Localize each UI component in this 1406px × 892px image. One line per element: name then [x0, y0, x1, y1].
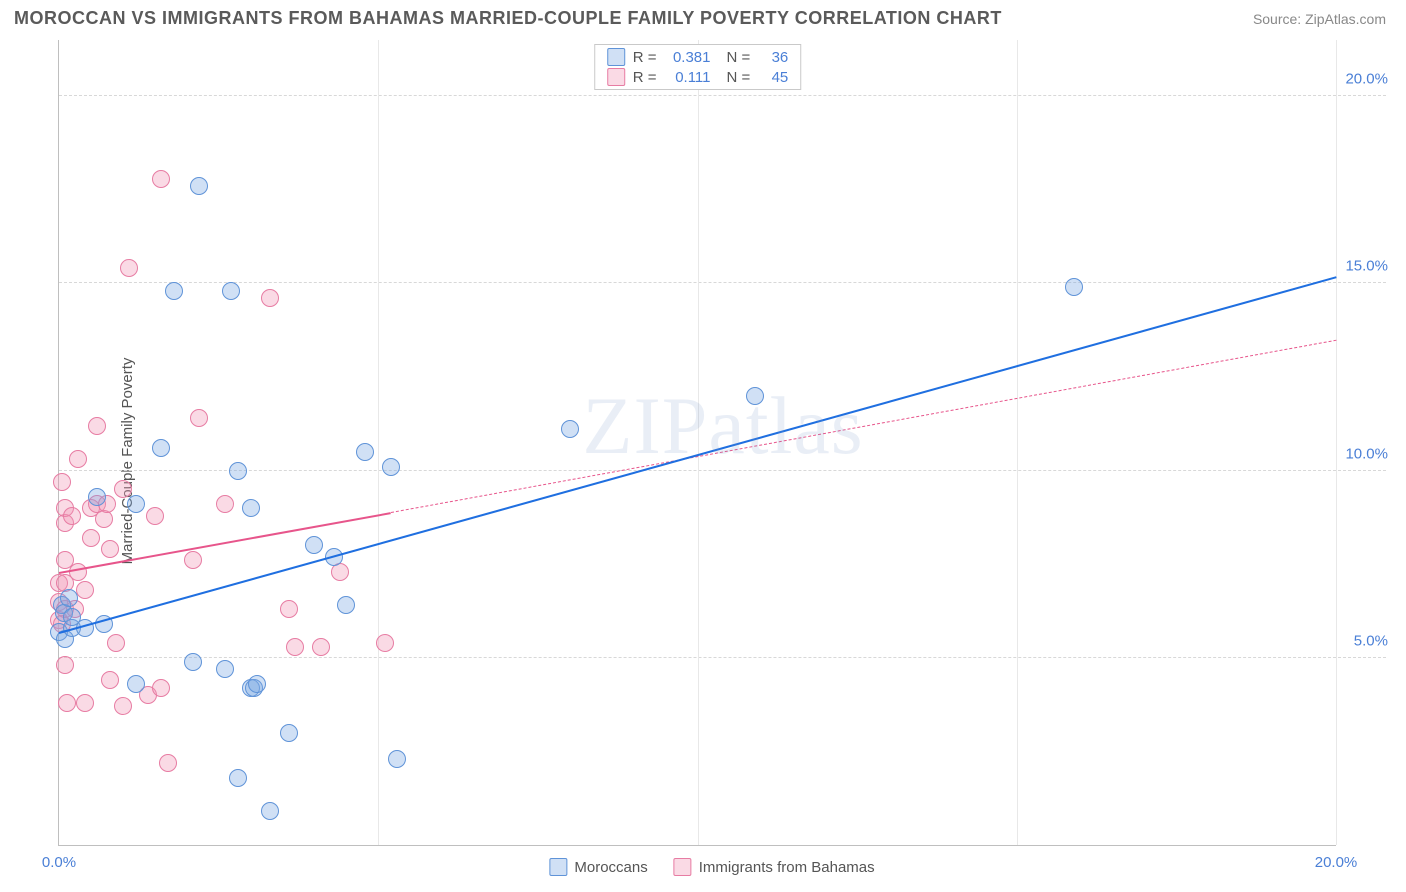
scatter-point-blue [561, 420, 579, 438]
scatter-point-blue [190, 177, 208, 195]
plot-area: ZIPatlas R = 0.381 N = 36 R = 0.111 N = … [58, 40, 1336, 846]
scatter-point-blue [229, 462, 247, 480]
legend-r-value-pink: 0.111 [665, 69, 711, 86]
legend-swatch-pink [607, 68, 625, 86]
scatter-point-blue [216, 660, 234, 678]
scatter-point-blue [127, 495, 145, 513]
legend-swatch-blue [549, 858, 567, 876]
scatter-point-pink [101, 540, 119, 558]
gridline-horizontal [59, 95, 1386, 96]
gridline-horizontal [59, 470, 1386, 471]
scatter-point-blue [746, 387, 764, 405]
scatter-point-pink [76, 581, 94, 599]
x-tick-label: 20.0% [1315, 854, 1358, 871]
scatter-point-pink [82, 529, 100, 547]
scatter-point-pink [152, 679, 170, 697]
legend-swatch-blue [607, 48, 625, 66]
scatter-point-blue [60, 589, 78, 607]
watermark: ZIPatlas [582, 379, 863, 473]
legend-n-value-blue: 36 [758, 49, 788, 66]
scatter-point-pink [76, 694, 94, 712]
scatter-point-blue [229, 769, 247, 787]
scatter-point-pink [101, 671, 119, 689]
legend-label-blue: Moroccans [574, 859, 647, 876]
x-tick-label: 0.0% [42, 854, 76, 871]
scatter-point-blue [127, 675, 145, 693]
scatter-point-pink [88, 417, 106, 435]
scatter-point-pink [114, 697, 132, 715]
watermark-thin: atlas [708, 380, 863, 471]
scatter-point-pink [280, 600, 298, 618]
legend-label-pink: Immigrants from Bahamas [699, 859, 875, 876]
trend-line [391, 340, 1336, 513]
gridline-horizontal [59, 657, 1386, 658]
legend-n-label: N = [727, 49, 751, 66]
scatter-point-pink [53, 473, 71, 491]
scatter-point-pink [261, 289, 279, 307]
series-legend: Moroccans Immigrants from Bahamas [549, 858, 874, 876]
scatter-point-pink [69, 450, 87, 468]
legend-row-blue: R = 0.381 N = 36 [595, 47, 801, 67]
scatter-point-blue [1065, 278, 1083, 296]
gridline-vertical [1017, 40, 1018, 845]
legend-r-label: R = [633, 69, 657, 86]
chart-source: Source: ZipAtlas.com [1253, 11, 1386, 27]
scatter-point-blue [356, 443, 374, 461]
scatter-point-pink [146, 507, 164, 525]
scatter-point-blue [165, 282, 183, 300]
scatter-point-blue [280, 724, 298, 742]
scatter-point-blue [248, 675, 266, 693]
scatter-point-pink [184, 551, 202, 569]
y-tick-label: 15.0% [1345, 258, 1388, 275]
gridline-vertical [378, 40, 379, 845]
legend-swatch-pink [674, 858, 692, 876]
scatter-point-blue [337, 596, 355, 614]
y-tick-label: 5.0% [1354, 632, 1388, 649]
legend-n-value-pink: 45 [758, 69, 788, 86]
legend-item-pink: Immigrants from Bahamas [674, 858, 875, 876]
scatter-point-pink [286, 638, 304, 656]
gridline-vertical [1336, 40, 1337, 845]
scatter-point-blue [388, 750, 406, 768]
scatter-point-pink [63, 507, 81, 525]
scatter-point-pink [120, 259, 138, 277]
legend-row-pink: R = 0.111 N = 45 [595, 67, 801, 87]
chart-header: MOROCCAN VS IMMIGRANTS FROM BAHAMAS MARR… [0, 0, 1406, 33]
gridline-horizontal [59, 282, 1386, 283]
scatter-point-blue [382, 458, 400, 476]
scatter-point-blue [305, 536, 323, 554]
scatter-point-blue [184, 653, 202, 671]
legend-r-label: R = [633, 49, 657, 66]
chart-container: Married-Couple Family Poverty ZIPatlas R… [28, 40, 1396, 882]
legend-n-label: N = [727, 69, 751, 86]
scatter-point-blue [152, 439, 170, 457]
scatter-point-pink [159, 754, 177, 772]
scatter-point-pink [312, 638, 330, 656]
scatter-point-pink [376, 634, 394, 652]
scatter-point-pink [56, 656, 74, 674]
y-tick-label: 20.0% [1345, 71, 1388, 88]
gridline-vertical [698, 40, 699, 845]
scatter-point-pink [190, 409, 208, 427]
scatter-point-blue [88, 488, 106, 506]
chart-title: MOROCCAN VS IMMIGRANTS FROM BAHAMAS MARR… [14, 8, 1002, 29]
scatter-point-pink [114, 480, 132, 498]
scatter-point-blue [261, 802, 279, 820]
y-tick-label: 10.0% [1345, 445, 1388, 462]
correlation-legend: R = 0.381 N = 36 R = 0.111 N = 45 [594, 44, 802, 90]
scatter-point-pink [152, 170, 170, 188]
scatter-point-pink [216, 495, 234, 513]
legend-r-value-blue: 0.381 [665, 49, 711, 66]
scatter-point-pink [107, 634, 125, 652]
scatter-point-blue [222, 282, 240, 300]
scatter-point-blue [242, 499, 260, 517]
scatter-point-pink [58, 694, 76, 712]
legend-item-blue: Moroccans [549, 858, 647, 876]
